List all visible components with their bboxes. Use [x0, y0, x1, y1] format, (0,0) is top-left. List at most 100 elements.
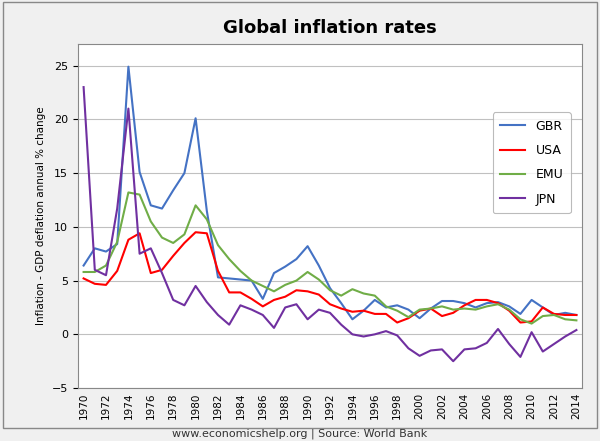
- Line: USA: USA: [83, 232, 577, 322]
- EMU: [259, 283, 266, 288]
- GBR: [80, 263, 87, 268]
- GBR: [382, 305, 389, 310]
- EMU: [349, 287, 356, 292]
- GBR: [506, 304, 513, 309]
- EMU: [113, 239, 121, 244]
- EMU: [315, 277, 322, 282]
- USA: [226, 290, 233, 295]
- GBR: [147, 203, 154, 208]
- GBR: [136, 169, 143, 175]
- EMU: [439, 304, 446, 309]
- USA: [192, 230, 199, 235]
- USA: [113, 268, 121, 273]
- GBR: [293, 256, 300, 262]
- JPN: [259, 312, 266, 318]
- JPN: [192, 283, 199, 288]
- JPN: [338, 322, 345, 327]
- EMU: [203, 217, 211, 222]
- USA: [304, 289, 311, 294]
- USA: [248, 296, 255, 302]
- JPN: [483, 340, 490, 346]
- EMU: [483, 304, 490, 309]
- JPN: [158, 270, 166, 276]
- GBR: [416, 316, 423, 321]
- GBR: [461, 300, 468, 306]
- JPN: [181, 303, 188, 308]
- GBR: [349, 317, 356, 322]
- JPN: [226, 322, 233, 327]
- GBR: [472, 305, 479, 310]
- JPN: [528, 329, 535, 335]
- EMU: [326, 288, 334, 293]
- USA: [573, 312, 580, 318]
- GBR: [539, 305, 547, 310]
- GBR: [125, 64, 132, 69]
- Text: www.economicshelp.org | Source: World Bank: www.economicshelp.org | Source: World Ba…: [172, 429, 428, 439]
- USA: [394, 320, 401, 325]
- JPN: [539, 349, 547, 354]
- GBR: [360, 308, 367, 313]
- USA: [293, 288, 300, 293]
- GBR: [158, 206, 166, 211]
- GBR: [91, 246, 98, 251]
- GBR: [192, 116, 199, 121]
- JPN: [113, 206, 121, 211]
- EMU: [248, 278, 255, 283]
- GBR: [326, 285, 334, 291]
- USA: [449, 310, 457, 315]
- JPN: [416, 353, 423, 359]
- USA: [170, 253, 177, 258]
- EMU: [562, 317, 569, 322]
- EMU: [181, 232, 188, 237]
- JPN: [315, 307, 322, 312]
- JPN: [360, 334, 367, 339]
- Title: Global inflation rates: Global inflation rates: [223, 19, 437, 37]
- USA: [539, 305, 547, 310]
- GBR: [550, 312, 557, 318]
- JPN: [304, 317, 311, 322]
- JPN: [125, 106, 132, 111]
- USA: [338, 306, 345, 311]
- USA: [550, 311, 557, 317]
- EMU: [371, 293, 379, 298]
- USA: [326, 302, 334, 307]
- USA: [360, 308, 367, 313]
- GBR: [181, 170, 188, 176]
- GBR: [449, 299, 457, 304]
- EMU: [125, 190, 132, 195]
- GBR: [203, 208, 211, 213]
- JPN: [170, 297, 177, 303]
- JPN: [562, 334, 569, 339]
- USA: [158, 267, 166, 273]
- GBR: [427, 306, 434, 311]
- USA: [91, 281, 98, 287]
- JPN: [214, 312, 221, 318]
- JPN: [472, 346, 479, 351]
- EMU: [226, 256, 233, 262]
- EMU: [170, 240, 177, 246]
- EMU: [449, 307, 457, 312]
- JPN: [91, 267, 98, 273]
- USA: [259, 304, 266, 309]
- USA: [517, 320, 524, 325]
- USA: [103, 282, 110, 288]
- GBR: [517, 311, 524, 317]
- GBR: [214, 275, 221, 280]
- USA: [271, 297, 278, 303]
- USA: [125, 237, 132, 243]
- GBR: [237, 277, 244, 282]
- GBR: [226, 276, 233, 281]
- EMU: [281, 282, 289, 288]
- GBR: [439, 299, 446, 304]
- USA: [405, 316, 412, 321]
- JPN: [326, 310, 334, 315]
- JPN: [80, 84, 87, 90]
- EMU: [91, 269, 98, 275]
- USA: [416, 308, 423, 313]
- EMU: [550, 312, 557, 318]
- GBR: [248, 278, 255, 283]
- EMU: [192, 203, 199, 208]
- EMU: [237, 268, 244, 273]
- JPN: [248, 307, 255, 312]
- JPN: [405, 346, 412, 351]
